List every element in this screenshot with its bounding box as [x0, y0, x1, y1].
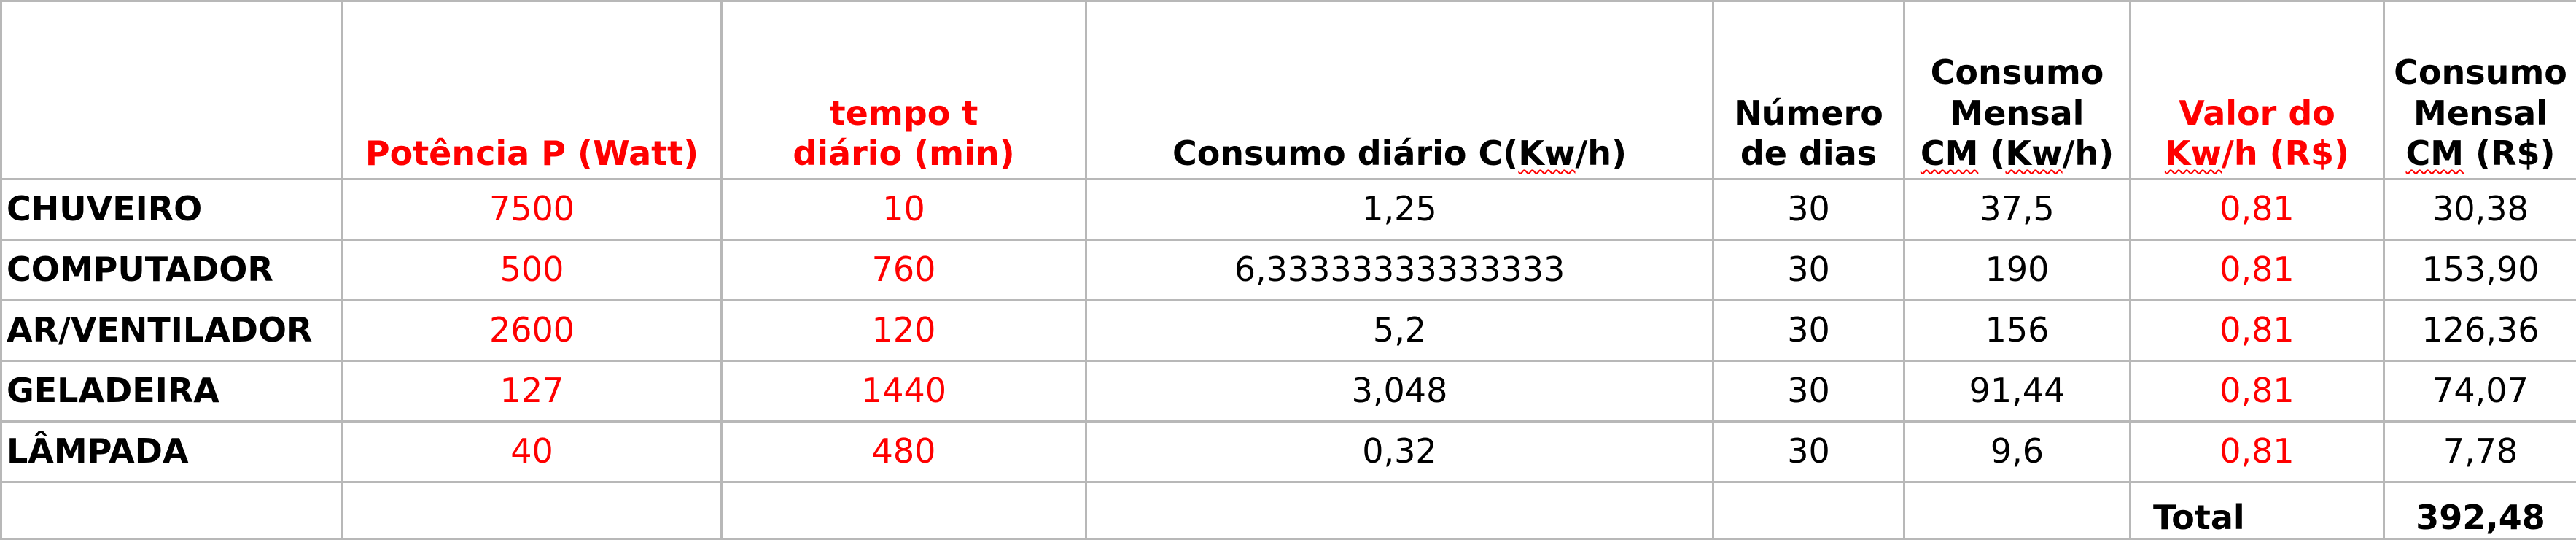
- header-daily-unit: Kw: [1518, 134, 1575, 173]
- cell-monthly-cost[interactable]: 30,38: [2384, 180, 2576, 240]
- header-cost-line2: Mensal: [2413, 93, 2548, 133]
- cell-time[interactable]: 480: [722, 422, 1086, 482]
- table-row: COMPUTADOR 500 760 6,33333333333333 30 1…: [1, 240, 2576, 301]
- cell-monthly-consumption[interactable]: 190: [1904, 240, 2131, 301]
- header-power-text: Potência P (Watt): [365, 134, 699, 173]
- cell-power[interactable]: 127: [343, 361, 722, 422]
- cell-power[interactable]: 2600: [343, 301, 722, 361]
- cell-time[interactable]: 1440: [722, 361, 1086, 422]
- empty-cell[interactable]: [722, 482, 1086, 539]
- header-days-line1: Número: [1734, 93, 1883, 133]
- header-cell-power[interactable]: Potência P (Watt): [343, 1, 722, 180]
- header-cell-appliance[interactable]: [1, 1, 343, 180]
- header-cell-daily-consumption[interactable]: Consumo diário C(Kw/h): [1086, 1, 1713, 180]
- cell-time[interactable]: 120: [722, 301, 1086, 361]
- cell-days[interactable]: 30: [1713, 240, 1904, 301]
- cell-appliance-name[interactable]: LÂMPADA: [1, 422, 343, 482]
- header-price-line1: Valor do: [2179, 93, 2335, 133]
- header-days-line2: de dias: [1740, 134, 1877, 173]
- header-time-line1: tempo t: [830, 93, 978, 133]
- cell-appliance-name[interactable]: AR/VENTILADOR: [1, 301, 343, 361]
- cell-daily-consumption[interactable]: 1,25: [1086, 180, 1713, 240]
- header-cost-abbr: CM: [2405, 134, 2464, 173]
- header-monthly-abbr: CM: [1921, 134, 1979, 173]
- header-monthly-line2: Mensal: [1950, 93, 2085, 133]
- cell-appliance-name[interactable]: CHUVEIRO: [1, 180, 343, 240]
- header-monthly-suffix: /h): [2063, 134, 2114, 173]
- empty-cell[interactable]: [1904, 482, 2131, 539]
- cell-days[interactable]: 30: [1713, 422, 1904, 482]
- cell-power[interactable]: 40: [343, 422, 722, 482]
- cell-monthly-consumption[interactable]: 91,44: [1904, 361, 2131, 422]
- table-row: AR/VENTILADOR 2600 120 5,2 30 156 0,81 1…: [1, 301, 2576, 361]
- header-monthly-prefix: (: [1978, 134, 2005, 173]
- cell-monthly-consumption[interactable]: 37,5: [1904, 180, 2131, 240]
- cell-daily-consumption[interactable]: 6,33333333333333: [1086, 240, 1713, 301]
- empty-cell[interactable]: [1713, 482, 1904, 539]
- total-value[interactable]: 392,48: [2384, 482, 2576, 539]
- cell-monthly-cost[interactable]: 7,78: [2384, 422, 2576, 482]
- cell-price[interactable]: 0,81: [2131, 240, 2384, 301]
- cell-monthly-cost[interactable]: 153,90: [2384, 240, 2576, 301]
- cell-days[interactable]: 30: [1713, 301, 1904, 361]
- header-price-suffix: /h (R$): [2222, 134, 2349, 173]
- header-cost-suffix: (R$): [2464, 134, 2556, 173]
- cell-daily-consumption[interactable]: 0,32: [1086, 422, 1713, 482]
- cell-price[interactable]: 0,81: [2131, 301, 2384, 361]
- header-monthly-unit: Kw: [2005, 134, 2062, 173]
- total-row: Total 392,48: [1, 482, 2576, 539]
- cell-monthly-consumption[interactable]: 9,6: [1904, 422, 2131, 482]
- cell-monthly-cost[interactable]: 74,07: [2384, 361, 2576, 422]
- total-label[interactable]: Total: [2131, 482, 2384, 539]
- header-daily-prefix: Consumo diário C(: [1172, 134, 1518, 173]
- cell-monthly-cost[interactable]: 126,36: [2384, 301, 2576, 361]
- cell-appliance-name[interactable]: COMPUTADOR: [1, 240, 343, 301]
- cell-power[interactable]: 500: [343, 240, 722, 301]
- cell-time[interactable]: 10: [722, 180, 1086, 240]
- cell-daily-consumption[interactable]: 5,2: [1086, 301, 1713, 361]
- header-cost-line1: Consumo: [2394, 53, 2567, 92]
- cell-days[interactable]: 30: [1713, 180, 1904, 240]
- table-row: LÂMPADA 40 480 0,32 30 9,6 0,81 7,78: [1, 422, 2576, 482]
- cell-time[interactable]: 760: [722, 240, 1086, 301]
- cell-days[interactable]: 30: [1713, 361, 1904, 422]
- header-daily-suffix: /h): [1575, 134, 1627, 173]
- empty-cell[interactable]: [1, 482, 343, 539]
- cell-price[interactable]: 0,81: [2131, 422, 2384, 482]
- cell-power[interactable]: 7500: [343, 180, 722, 240]
- cell-appliance-name[interactable]: GELADEIRA: [1, 361, 343, 422]
- table-row: GELADEIRA 127 1440 3,048 30 91,44 0,81 7…: [1, 361, 2576, 422]
- cell-price[interactable]: 0,81: [2131, 180, 2384, 240]
- header-monthly-line1: Consumo: [1931, 53, 2104, 92]
- cell-daily-consumption[interactable]: 3,048: [1086, 361, 1713, 422]
- empty-cell[interactable]: [1086, 482, 1713, 539]
- header-price-unit: Kw: [2165, 134, 2222, 173]
- cell-monthly-consumption[interactable]: 156: [1904, 301, 2131, 361]
- cell-price[interactable]: 0,81: [2131, 361, 2384, 422]
- empty-cell[interactable]: [343, 482, 722, 539]
- header-time-line2: diário (min): [793, 134, 1014, 173]
- table-row: CHUVEIRO 7500 10 1,25 30 37,5 0,81 30,38: [1, 180, 2576, 240]
